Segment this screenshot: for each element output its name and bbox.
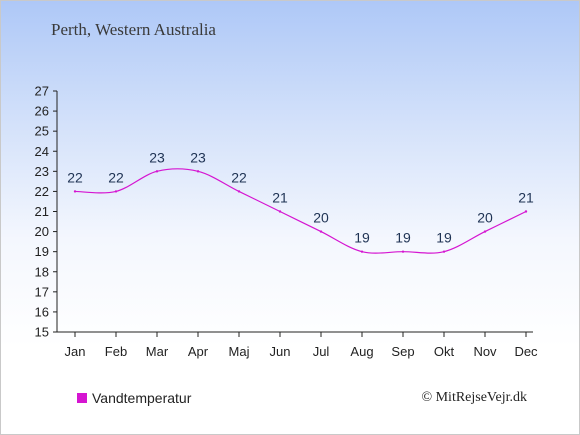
data-label: 22 bbox=[108, 169, 124, 185]
data-label-layer: 22 22 23 23 22 21 20 19 19 19 20 21 bbox=[67, 149, 534, 245]
data-point bbox=[155, 170, 159, 173]
series-line-vandtemperatur bbox=[74, 168, 527, 254]
series-layer bbox=[73, 168, 528, 254]
data-point bbox=[442, 250, 446, 253]
y-tick-label: 19 bbox=[35, 244, 49, 259]
legend-swatch bbox=[77, 393, 87, 403]
x-tick-label: Aug bbox=[350, 344, 373, 359]
x-tick-label: Apr bbox=[188, 344, 209, 359]
data-point bbox=[196, 170, 200, 173]
x-tick-label: Nov bbox=[473, 344, 497, 359]
data-point bbox=[278, 210, 282, 213]
x-tick-label: Okt bbox=[434, 344, 455, 359]
y-tick-label: 24 bbox=[35, 144, 49, 159]
data-point bbox=[237, 190, 241, 193]
data-point bbox=[524, 210, 528, 213]
x-tick-label: Mar bbox=[146, 344, 169, 359]
x-tick-label: Dec bbox=[514, 344, 538, 359]
x-tick-label: Jul bbox=[313, 344, 330, 359]
x-tick-label: Jan bbox=[65, 344, 86, 359]
data-label: 20 bbox=[477, 210, 493, 226]
legend-label: Vandtemperatur bbox=[92, 390, 192, 406]
y-tick-label: 27 bbox=[35, 84, 49, 99]
y-tick-label: 22 bbox=[35, 184, 49, 199]
data-point bbox=[401, 250, 405, 253]
data-point bbox=[114, 190, 118, 193]
y-axis: 15 16 17 18 19 20 21 22 23 24 25 26 27 bbox=[35, 84, 58, 340]
data-label: 20 bbox=[313, 210, 329, 226]
y-tick-label: 17 bbox=[35, 284, 49, 299]
data-label: 19 bbox=[436, 230, 452, 246]
y-tick-label: 26 bbox=[35, 104, 49, 119]
y-tick-label: 21 bbox=[35, 204, 49, 219]
data-label: 21 bbox=[518, 190, 534, 206]
data-point bbox=[73, 190, 77, 193]
credit-text: © MitRejseVejr.dk bbox=[421, 390, 527, 405]
data-label: 23 bbox=[149, 149, 165, 165]
y-tick-label: 15 bbox=[35, 325, 49, 340]
x-tick-label: Jun bbox=[270, 344, 291, 359]
data-point bbox=[360, 250, 364, 253]
data-point bbox=[483, 230, 487, 233]
y-tick-label: 20 bbox=[35, 224, 49, 239]
y-tick-label: 23 bbox=[35, 164, 49, 179]
x-tick-label: Feb bbox=[105, 344, 127, 359]
y-tick-label: 18 bbox=[35, 264, 49, 279]
data-label: 19 bbox=[354, 230, 370, 246]
y-tick-label: 16 bbox=[35, 304, 49, 319]
data-label: 19 bbox=[395, 230, 411, 246]
data-label: 22 bbox=[67, 169, 83, 185]
data-label: 23 bbox=[190, 149, 206, 165]
chart-title: Perth, Western Australia bbox=[51, 20, 216, 39]
data-label: 22 bbox=[231, 169, 247, 185]
x-axis: Jan Feb Mar Apr Maj Jun Jul Aug Sep Okt Nov Dec bbox=[57, 331, 538, 359]
x-tick-label: Sep bbox=[391, 344, 414, 359]
y-tick-label: 25 bbox=[35, 124, 49, 139]
legend: Vandtemperatur bbox=[77, 390, 191, 406]
x-tick-label: Maj bbox=[229, 344, 250, 359]
data-point bbox=[319, 230, 323, 233]
data-label: 21 bbox=[272, 190, 288, 206]
